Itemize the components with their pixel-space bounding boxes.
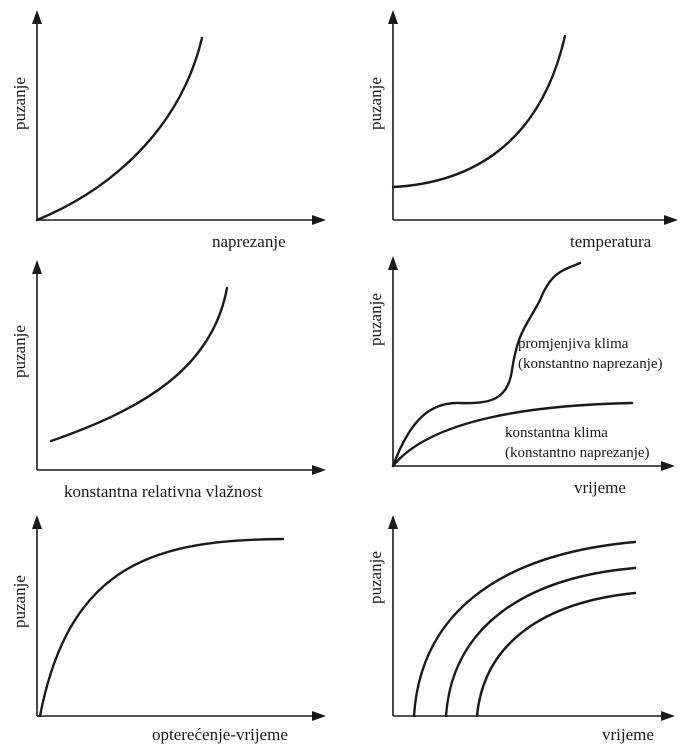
panel-time-family: puzanje vrijeme [366,515,675,744]
constant-climate-label: konstantna klima [505,425,608,441]
x-axis-label: naprezanje [212,232,286,251]
panel-temperature: puzanje temperatura [366,10,678,251]
x-axis-arrow-icon [312,711,326,721]
y-axis-label: puzanje [10,325,29,378]
x-axis-arrow-icon [661,461,675,471]
x-axis-label: konstantna relativna vlažnost [64,482,263,501]
creep-curve-2 [444,566,637,718]
y-axis-label: puzanje [10,77,29,130]
variable-climate-sublabel: (konstantno naprezanje) [518,356,663,372]
y-axis-arrow-icon [388,515,398,529]
x-axis-label: opterećenje-vrijeme [152,725,288,744]
creep-curve [35,36,204,222]
creep-curve-3 [475,591,637,718]
x-axis-arrow-icon [661,711,675,721]
constant-climate-sublabel: (konstantno naprezanje) [505,445,650,461]
y-axis-arrow-icon [388,256,398,270]
panel-load-time: puzanje opterećenje-vrijeme [10,515,326,744]
creep-curve [49,286,229,443]
x-axis-label: temperatura [570,232,652,251]
variable-climate-label: promjenjiva klima [518,336,629,352]
x-axis-arrow-icon [312,215,326,225]
y-axis-arrow-icon [32,260,42,274]
x-axis-arrow-icon [312,465,326,475]
y-axis-label: puzanje [10,575,29,628]
x-axis-arrow-icon [664,215,678,225]
x-axis-label: vrijeme [574,478,626,497]
y-axis-arrow-icon [388,10,398,24]
panel-climate-time: puzanje vrijeme promjenjiva klima (konst… [366,256,675,497]
panel-relative-humidity: puzanje konstantna relativna vlažnost [10,260,326,501]
creep-curve [391,34,567,189]
variable-climate-curve [391,261,582,468]
x-axis-label: vrijeme [602,725,654,744]
y-axis-arrow-icon [32,515,42,529]
creep-curve [38,537,285,718]
y-axis-label: puzanje [366,77,385,130]
y-axis-label: puzanje [366,293,385,346]
y-axis-arrow-icon [32,10,42,24]
creep-curve-1 [412,540,637,718]
constant-climate-curve [391,401,634,468]
panel-stress: puzanje naprezanje [10,10,326,251]
y-axis-label: puzanje [366,551,385,604]
